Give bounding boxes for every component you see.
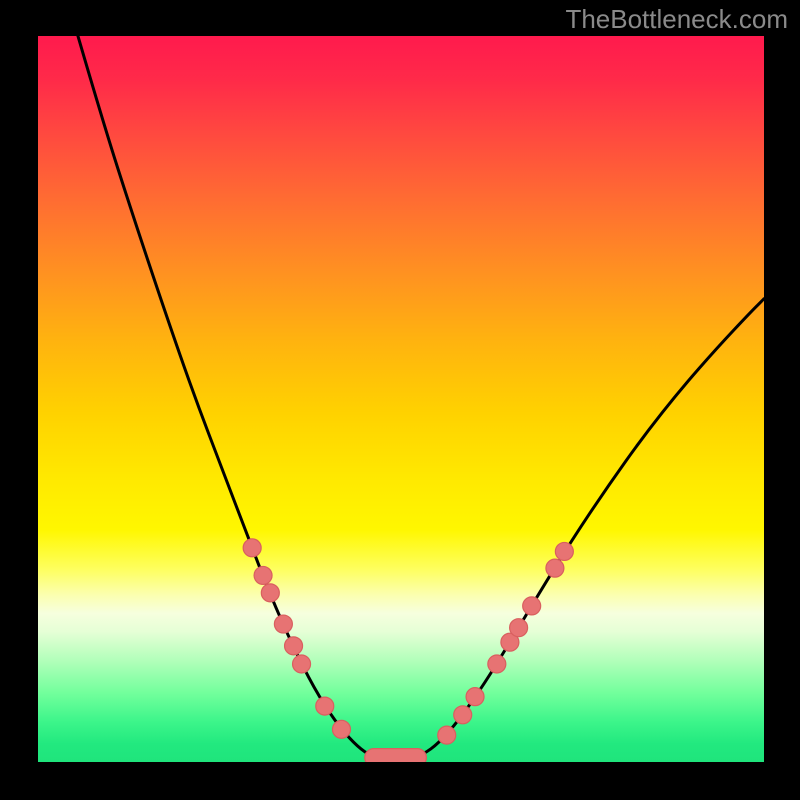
marker-dot: [254, 566, 272, 584]
marker-flat-bar: [365, 749, 427, 762]
chart-plot-area: [38, 36, 764, 762]
marker-dot: [488, 655, 506, 673]
chart-background-gradient: [38, 36, 764, 762]
marker-dot: [555, 542, 573, 560]
marker-dot: [293, 655, 311, 673]
marker-dot: [285, 637, 303, 655]
marker-dot: [261, 584, 279, 602]
marker-dot: [332, 720, 350, 738]
marker-dot: [243, 539, 261, 557]
marker-dot: [454, 706, 472, 724]
marker-dot: [316, 697, 334, 715]
marker-dot: [546, 559, 564, 577]
marker-dot: [438, 726, 456, 744]
marker-dot: [466, 688, 484, 706]
marker-dot: [510, 619, 528, 637]
chart-svg: [38, 36, 764, 762]
watermark-text: TheBottleneck.com: [565, 4, 788, 35]
marker-dot: [523, 597, 541, 615]
marker-dot: [274, 615, 292, 633]
